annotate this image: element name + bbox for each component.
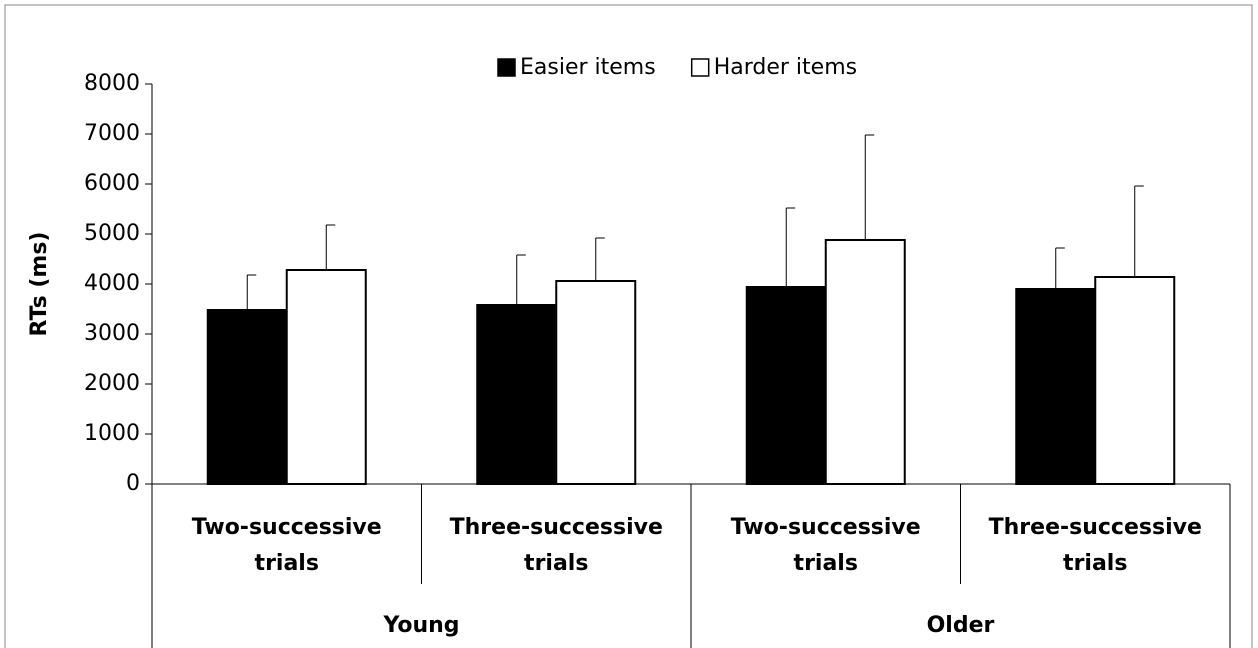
x-tick-label-line: trials <box>794 551 858 576</box>
bar <box>555 280 637 485</box>
legend-swatch <box>497 58 516 77</box>
bar <box>824 239 906 485</box>
x-tick-label-line: Three-successive <box>989 515 1202 540</box>
y-tick-label: 2000 <box>84 371 140 396</box>
bar <box>476 304 558 485</box>
y-tick-label: 8000 <box>84 71 140 96</box>
x-tick-label-line: Three-successive <box>450 515 663 540</box>
y-tick-label: 0 <box>126 471 140 496</box>
legend-label: Easier items <box>520 55 656 80</box>
bar <box>745 286 827 485</box>
bar <box>206 309 288 485</box>
bar <box>285 269 367 485</box>
chart-border <box>4 4 1253 648</box>
x-tick-label-line: Two-successive <box>192 515 382 540</box>
x-tick-label: Three-successive trials <box>450 515 663 576</box>
x-tick-label-line: trials <box>1063 551 1127 576</box>
x-tick-label-line: Two-successive <box>731 515 921 540</box>
x-tick-label: Two-successive trials <box>731 515 921 576</box>
group-label: Older <box>927 613 995 638</box>
bar <box>1015 288 1097 485</box>
x-tick-label: Two-successive trials <box>192 515 382 576</box>
x-tick-label-line: trials <box>524 551 588 576</box>
legend-swatch <box>690 58 710 77</box>
x-tick-label: Three-successive trials <box>989 515 1202 576</box>
bar <box>1094 276 1176 485</box>
y-tick-label: 6000 <box>84 171 140 196</box>
legend-label: Harder items <box>714 55 857 80</box>
y-tick-label: 7000 <box>84 121 140 146</box>
x-tick-label-line: trials <box>255 551 319 576</box>
group-label: Young <box>382 613 459 638</box>
y-tick-label: 3000 <box>84 321 140 346</box>
y-tick-label: 4000 <box>84 271 140 296</box>
y-tick-label: 1000 <box>84 421 140 446</box>
y-axis-label: RTs (ms) <box>27 232 52 337</box>
y-tick-label: 5000 <box>84 221 140 246</box>
